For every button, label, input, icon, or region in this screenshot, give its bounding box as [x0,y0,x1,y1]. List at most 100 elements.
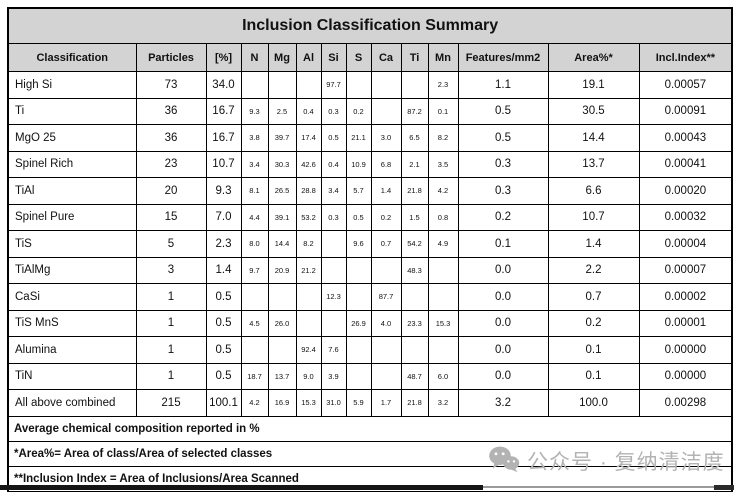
classification-cell: CaSi [7,283,137,311]
value-cell: 36 [135,97,207,125]
column-header: S [345,43,372,72]
value-cell: 39.7 [267,124,297,152]
value-cell [345,256,372,284]
value-cell [400,71,429,99]
value-cell: 26.5 [267,177,297,205]
value-cell: 4.4 [240,203,269,231]
value-cell: 4.5 [240,309,269,337]
value-cell [345,71,372,99]
value-cell: 12.3 [320,283,347,311]
value-cell: 0.00000 [638,362,733,390]
value-cell: 97.7 [320,71,347,99]
value-cell: 8.1 [240,177,269,205]
value-cell: 0.1 [547,362,640,390]
value-cell: 0.0 [457,309,549,337]
value-cell: 3.2 [457,389,549,417]
table-row: Spinel Rich 23 10.7 3.4 30.3 42.6 0.4 10.9 6.8 2.… [7,150,733,178]
value-cell: 9.7 [240,256,269,284]
classification-cell: TiS MnS [7,309,137,337]
value-cell: 1 [135,362,207,390]
column-header: Si [320,43,347,72]
value-cell [427,283,459,311]
value-cell [370,362,402,390]
value-cell: 8.2 [427,124,459,152]
value-cell: 53.2 [295,203,322,231]
value-cell [267,71,297,99]
value-cell [370,71,402,99]
table-row: TiS MnS 1 0.5 4.5 26.0 26.9 4.0 23.3 15.3 0.0 0.2 0… [7,309,733,337]
table-row: High Si 73 34.0 97.7 2.3 1.1 19.1 0.00057 [7,71,733,99]
value-cell: 36 [135,124,207,152]
value-cell: 0.4 [320,150,347,178]
value-cell: 0.1 [547,336,640,364]
value-cell: 1 [135,336,207,364]
table-row: CaSi 1 0.5 12.3 87.7 0.0 0.7 0.00002 [7,283,733,311]
value-cell: 17.4 [295,124,322,152]
column-header: Mn [427,43,459,72]
value-cell: 0.5 [457,124,549,152]
value-cell: 0.3 [320,203,347,231]
value-cell: 87.7 [370,283,402,311]
value-cell: 9.6 [345,230,372,258]
value-cell: 5 [135,230,207,258]
value-cell: 73 [135,71,207,99]
value-cell: 2.5 [267,97,297,125]
value-cell: 0.5 [205,336,242,364]
value-cell [320,256,347,284]
value-cell: 48.7 [400,362,429,390]
value-cell [240,336,269,364]
value-cell: 0.00007 [638,256,733,284]
value-cell: 4.2 [240,389,269,417]
value-cell: 48.3 [400,256,429,284]
footnote-composition: Average chemical composition reported in… [7,415,733,442]
value-cell: 0.2 [345,97,372,125]
page-bottom-edge-middle [483,486,714,488]
column-header: Ca [370,43,402,72]
table-row: Ti 36 16.7 9.3 2.5 0.4 0.3 0.2 87.2 0.1 0.5 30.5 0.0… [7,97,733,125]
value-cell: 0.00001 [638,309,733,337]
table-header-row: Classification Particles [%] N Mg Al Si S Ca Ti Mn… [7,43,733,72]
column-header: Particles [135,43,207,72]
footnote-row: *Area%= Area of class/Area of selected c… [7,440,733,467]
value-cell [295,283,322,311]
value-cell [240,283,269,311]
value-cell: 0.00032 [638,203,733,231]
value-cell: 0.5 [345,203,372,231]
value-cell [267,336,297,364]
value-cell: 4.2 [427,177,459,205]
value-cell: 0.1 [427,97,459,125]
value-cell: 10.7 [205,150,242,178]
classification-cell: TiS [7,230,137,258]
value-cell: 0.00020 [638,177,733,205]
value-cell: 7.0 [205,203,242,231]
table-row: TiAlMg 3 1.4 9.7 20.9 21.2 48.3 0.0 2.2 0.00007 [7,256,733,284]
value-cell [295,71,322,99]
value-cell: 0.0 [457,283,549,311]
value-cell: 3 [135,256,207,284]
value-cell: 1.5 [400,203,429,231]
value-cell: 39.1 [267,203,297,231]
value-cell: 1.4 [205,256,242,284]
classification-cell: TiAl [7,177,137,205]
value-cell: 0.5 [320,124,347,152]
classification-cell: Ti [7,97,137,125]
value-cell: 3.4 [240,150,269,178]
column-header: Features/mm2 [457,43,549,72]
column-header: [%] [205,43,242,72]
value-cell: 1.1 [457,71,549,99]
classification-cell: Alumina [7,336,137,364]
value-cell [240,71,269,99]
value-cell: 0.7 [547,283,640,311]
value-cell: 23 [135,150,207,178]
value-cell: 6.6 [547,177,640,205]
value-cell: 8.0 [240,230,269,258]
value-cell [320,230,347,258]
value-cell [345,336,372,364]
classification-cell: High Si [7,71,137,99]
value-cell: 0.3 [457,177,549,205]
value-cell: 6.0 [427,362,459,390]
classification-cell: TiN [7,362,137,390]
value-cell [427,256,459,284]
value-cell: 0.0 [457,256,549,284]
table-row: TiAl 20 9.3 8.1 26.5 28.8 3.4 5.7 1.4 21.8 4.2 0.3 6… [7,177,733,205]
